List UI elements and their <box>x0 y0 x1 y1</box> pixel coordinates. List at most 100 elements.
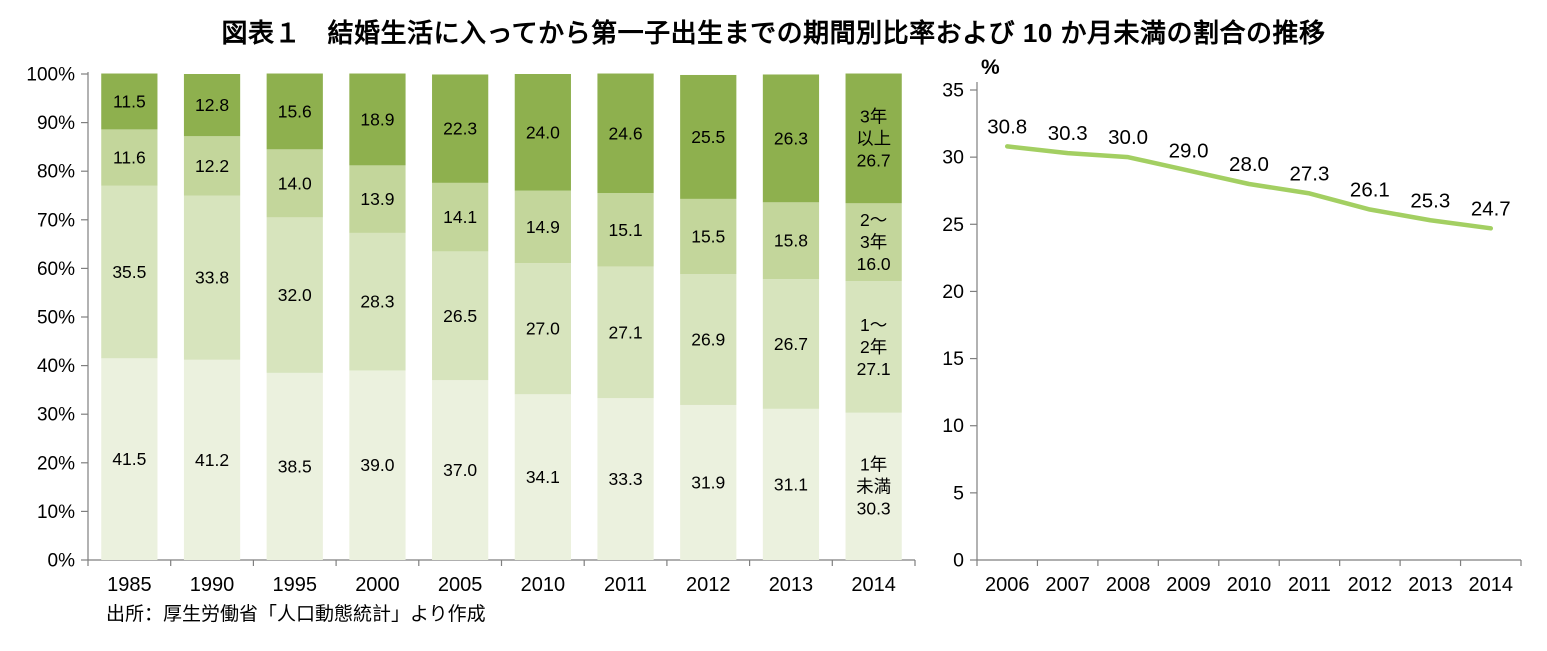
svg-text:28.0: 28.0 <box>1229 153 1269 176</box>
svg-text:0: 0 <box>953 550 964 572</box>
svg-text:29.0: 29.0 <box>1169 140 1209 163</box>
svg-text:11.5: 11.5 <box>113 91 146 111</box>
svg-text:%: % <box>981 56 1000 79</box>
svg-text:38.5: 38.5 <box>278 456 312 476</box>
svg-text:26.5: 26.5 <box>443 306 477 326</box>
svg-text:27.0: 27.0 <box>526 319 560 339</box>
svg-text:33.3: 33.3 <box>609 469 643 489</box>
svg-text:0%: 0% <box>48 551 76 572</box>
svg-text:27.1: 27.1 <box>857 359 891 379</box>
svg-text:25.5: 25.5 <box>691 127 725 147</box>
svg-text:31.9: 31.9 <box>691 472 725 492</box>
svg-text:30.3: 30.3 <box>857 498 891 518</box>
svg-text:5: 5 <box>953 482 964 504</box>
svg-text:2012: 2012 <box>1348 574 1393 596</box>
svg-text:2014: 2014 <box>1469 574 1514 596</box>
svg-text:2010: 2010 <box>521 574 566 596</box>
svg-text:32.0: 32.0 <box>278 285 312 305</box>
svg-text:30.0: 30.0 <box>1108 126 1148 149</box>
svg-text:15.1: 15.1 <box>609 220 643 240</box>
svg-text:35: 35 <box>942 80 964 102</box>
svg-text:20: 20 <box>942 281 964 303</box>
svg-text:12.8: 12.8 <box>195 95 229 115</box>
stacked-bar-chart: 0% 10% 20% 30% 40% 50% 60% 70% 80% 90% 100% 1985 41.… <box>26 65 916 596</box>
svg-text:26.3: 26.3 <box>774 128 808 148</box>
svg-text:26.1: 26.1 <box>1350 179 1390 202</box>
svg-text:2013: 2013 <box>1408 574 1453 596</box>
svg-text:25: 25 <box>942 214 964 236</box>
stacked-bar-chart-column: 0% 10% 20% 30% 40% 50% 60% 70% 80% 90% 100% 1985 41.… <box>10 56 925 626</box>
svg-text:2006: 2006 <box>985 574 1029 596</box>
svg-text:2011: 2011 <box>1288 574 1331 596</box>
svg-text:24.0: 24.0 <box>526 122 560 142</box>
svg-text:2008: 2008 <box>1106 574 1151 596</box>
svg-text:1〜: 1〜 <box>860 315 887 335</box>
svg-text:30%: 30% <box>37 405 75 426</box>
svg-text:60%: 60% <box>37 259 75 280</box>
svg-text:26.9: 26.9 <box>691 330 725 350</box>
svg-text:2014: 2014 <box>851 574 896 596</box>
svg-text:2013: 2013 <box>769 574 814 596</box>
svg-text:22.3: 22.3 <box>443 119 477 139</box>
svg-text:30.8: 30.8 <box>987 115 1027 138</box>
svg-text:24.6: 24.6 <box>609 123 643 143</box>
svg-text:2011: 2011 <box>604 574 647 596</box>
svg-text:15.5: 15.5 <box>691 227 725 247</box>
svg-text:16.0: 16.0 <box>857 254 891 274</box>
svg-text:2000: 2000 <box>355 574 400 596</box>
svg-text:11.6: 11.6 <box>113 148 146 168</box>
svg-text:26.7: 26.7 <box>774 334 808 354</box>
svg-text:90%: 90% <box>37 113 75 134</box>
svg-text:2005: 2005 <box>438 574 483 596</box>
svg-text:50%: 50% <box>37 308 75 329</box>
svg-text:25.3: 25.3 <box>1410 189 1450 212</box>
svg-text:3年: 3年 <box>860 232 887 252</box>
svg-text:15.8: 15.8 <box>774 231 808 251</box>
svg-text:14.1: 14.1 <box>443 207 477 227</box>
svg-text:10%: 10% <box>37 502 75 523</box>
svg-text:28.3: 28.3 <box>360 292 394 312</box>
source-note: 出所：厚生労働省「人口動態統計」より作成 <box>106 604 486 625</box>
svg-text:33.8: 33.8 <box>195 268 229 288</box>
svg-text:12.2: 12.2 <box>195 156 229 176</box>
svg-text:13.9: 13.9 <box>360 189 394 209</box>
svg-text:80%: 80% <box>37 162 75 183</box>
svg-text:20%: 20% <box>37 453 75 474</box>
svg-text:24.7: 24.7 <box>1471 197 1511 220</box>
svg-text:30.3: 30.3 <box>1048 122 1088 145</box>
svg-text:1985: 1985 <box>107 574 152 596</box>
svg-text:未満: 未満 <box>856 476 891 496</box>
svg-text:2年: 2年 <box>860 337 887 357</box>
svg-text:2009: 2009 <box>1166 574 1211 596</box>
svg-text:15.6: 15.6 <box>278 101 312 121</box>
svg-text:30: 30 <box>942 147 964 169</box>
page-title: 図表１ 結婚生活に入ってから第一子出生までの期間別比率および 10 か月未満の割… <box>221 18 1326 48</box>
svg-text:39.0: 39.0 <box>360 455 394 475</box>
svg-text:34.1: 34.1 <box>526 467 560 487</box>
svg-text:15: 15 <box>942 348 964 370</box>
svg-text:2〜: 2〜 <box>860 210 887 230</box>
svg-text:27.1: 27.1 <box>609 322 643 342</box>
charts-row: 0% 10% 20% 30% 40% 50% 60% 70% 80% 90% 100% 1985 41.… <box>0 56 1547 626</box>
svg-text:70%: 70% <box>37 210 75 231</box>
svg-text:14.0: 14.0 <box>278 173 312 193</box>
svg-text:10: 10 <box>942 415 964 437</box>
svg-text:14.9: 14.9 <box>526 217 560 237</box>
svg-text:41.2: 41.2 <box>195 450 229 470</box>
svg-text:1年: 1年 <box>860 454 887 474</box>
svg-text:3年: 3年 <box>860 106 887 126</box>
svg-text:31.1: 31.1 <box>774 474 808 494</box>
svg-text:41.5: 41.5 <box>112 449 146 469</box>
line-chart: 0 5 10 15 20 25 30 35% 2006 2007 2008 2009 2010 2011 2… <box>942 56 1522 596</box>
svg-text:1990: 1990 <box>190 574 235 596</box>
svg-text:以上: 以上 <box>856 128 891 148</box>
svg-text:40%: 40% <box>37 356 75 377</box>
svg-text:2007: 2007 <box>1045 574 1090 596</box>
svg-text:35.5: 35.5 <box>112 262 146 282</box>
svg-text:26.7: 26.7 <box>857 150 891 170</box>
svg-text:27.3: 27.3 <box>1289 162 1329 185</box>
svg-text:100%: 100% <box>26 65 75 86</box>
svg-text:1995: 1995 <box>273 574 318 596</box>
svg-text:37.0: 37.0 <box>443 460 477 480</box>
